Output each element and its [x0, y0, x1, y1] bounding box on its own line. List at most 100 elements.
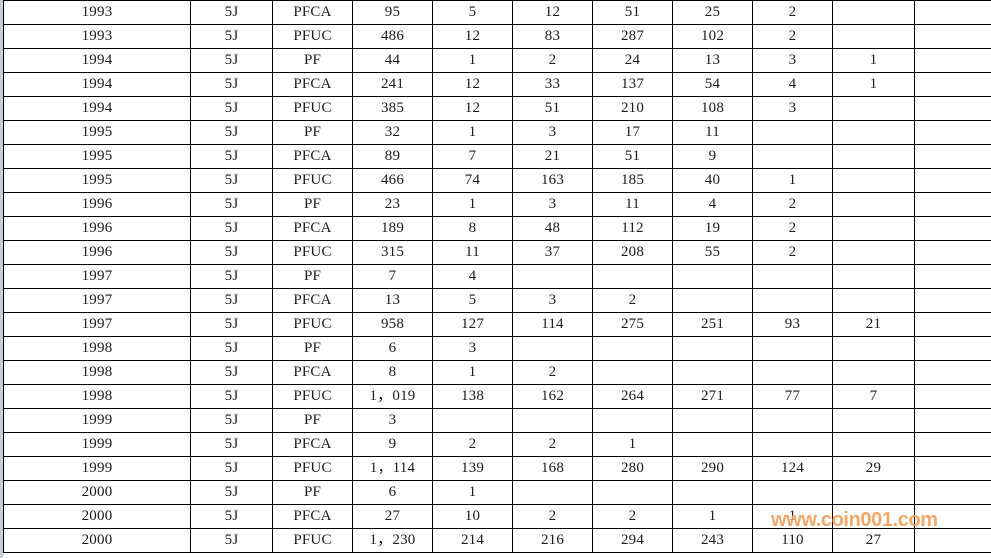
cell-total: 1，230	[352, 528, 433, 553]
cell-g2: 2	[512, 360, 593, 385]
cell-g4: 54	[672, 72, 753, 97]
cell-total: 466	[352, 168, 433, 193]
cell-g4	[672, 264, 753, 289]
cell-g1: 10	[432, 504, 513, 529]
cell-type: PF	[272, 408, 353, 433]
cell-g5: 77	[752, 384, 833, 409]
cell-g4: 102	[672, 24, 753, 49]
table-row: 1998 5J PFUC 1，019 138 162 264 271 77 7	[3, 384, 991, 409]
cell-g5	[752, 144, 833, 169]
cell-g3: 210	[592, 96, 673, 121]
cell-g6	[832, 144, 915, 169]
cell-g5: 4	[752, 72, 833, 97]
cell-type: PFCA	[272, 432, 353, 457]
cell-g6	[832, 264, 915, 289]
cell-g2	[512, 480, 593, 505]
cell-mint: 5J	[190, 240, 273, 265]
cell-g7	[914, 456, 991, 481]
cell-g1: 1	[432, 360, 513, 385]
cell-g4: 4	[672, 192, 753, 217]
cell-g7	[914, 0, 991, 25]
cell-g5: 2	[752, 192, 833, 217]
mintage-table: 1993 5J PFCA 95 5 12 51 25 2 1993 5J PFUC 486 12 83 287…	[3, 0, 991, 553]
cell-g3: 17	[592, 120, 673, 145]
cell-g2: 12	[512, 0, 593, 25]
cell-g6	[832, 192, 915, 217]
cell-g3	[592, 480, 673, 505]
cell-mint: 5J	[190, 384, 273, 409]
cell-g3: 294	[592, 528, 673, 553]
cell-g1: 1	[432, 480, 513, 505]
cell-g5: 1	[752, 504, 833, 529]
cell-g3: 24	[592, 48, 673, 73]
cell-g6	[832, 288, 915, 313]
cell-g7	[914, 288, 991, 313]
cell-g7	[914, 336, 991, 361]
cell-mint: 5J	[190, 480, 273, 505]
cell-total: 958	[352, 312, 433, 337]
cell-g2: 162	[512, 384, 593, 409]
cell-year: 1999	[3, 456, 191, 481]
cell-mint: 5J	[190, 408, 273, 433]
cell-g4: 243	[672, 528, 753, 553]
table-row: 1995 5J PFCA 89 7 21 51 9	[3, 144, 991, 169]
cell-type: PFUC	[272, 456, 353, 481]
cell-g5	[752, 120, 833, 145]
cell-g5: 93	[752, 312, 833, 337]
cell-g6: 1	[832, 48, 915, 73]
cell-type: PF	[272, 120, 353, 145]
cell-g3: 2	[592, 288, 673, 313]
cell-mint: 5J	[190, 120, 273, 145]
cell-g7	[914, 480, 991, 505]
cell-year: 1994	[3, 72, 191, 97]
cell-year: 1997	[3, 312, 191, 337]
cell-g3: 11	[592, 192, 673, 217]
cell-g5	[752, 480, 833, 505]
cell-g2: 3	[512, 192, 593, 217]
cell-type: PF	[272, 192, 353, 217]
cell-total: 89	[352, 144, 433, 169]
mintage-table-body: 1993 5J PFCA 95 5 12 51 25 2 1993 5J PFUC 486 12 83 287…	[3, 0, 991, 553]
table-row: 1997 5J PFUC 958 127 114 275 251 93 21	[3, 312, 991, 337]
cell-g2: 2	[512, 504, 593, 529]
cell-g4: 271	[672, 384, 753, 409]
cell-g2	[512, 408, 593, 433]
cell-year: 2000	[3, 504, 191, 529]
cell-mint: 5J	[190, 24, 273, 49]
cell-g1: 12	[432, 96, 513, 121]
cell-g7	[914, 384, 991, 409]
cell-year: 1996	[3, 240, 191, 265]
cell-g7	[914, 96, 991, 121]
cell-g6	[832, 216, 915, 241]
cell-total: 9	[352, 432, 433, 457]
cell-g7	[914, 168, 991, 193]
cell-year: 1993	[3, 24, 191, 49]
cell-g5: 124	[752, 456, 833, 481]
cell-g1: 127	[432, 312, 513, 337]
cell-g6	[832, 0, 915, 25]
cell-mint: 5J	[190, 72, 273, 97]
cell-g4: 19	[672, 216, 753, 241]
cell-mint: 5J	[190, 216, 273, 241]
cell-g5: 1	[752, 168, 833, 193]
table-row: 1995 5J PF 32 1 3 17 11	[3, 120, 991, 145]
cell-total: 486	[352, 24, 433, 49]
cell-g4	[672, 480, 753, 505]
cell-g3: 287	[592, 24, 673, 49]
cell-g1: 74	[432, 168, 513, 193]
cell-g6: 1	[832, 72, 915, 97]
table-row: 2000 5J PFUC 1，230 214 216 294 243 110 27	[3, 528, 991, 553]
cell-g2: 21	[512, 144, 593, 169]
cell-g2: 114	[512, 312, 593, 337]
cell-g1: 5	[432, 288, 513, 313]
cell-year: 1997	[3, 288, 191, 313]
cell-mint: 5J	[190, 312, 273, 337]
cell-g6	[832, 432, 915, 457]
cell-g3	[592, 360, 673, 385]
cell-total: 1，114	[352, 456, 433, 481]
cell-g1: 138	[432, 384, 513, 409]
cell-g3: 51	[592, 144, 673, 169]
cell-g2	[512, 264, 593, 289]
cell-mint: 5J	[190, 360, 273, 385]
cell-g4: 9	[672, 144, 753, 169]
